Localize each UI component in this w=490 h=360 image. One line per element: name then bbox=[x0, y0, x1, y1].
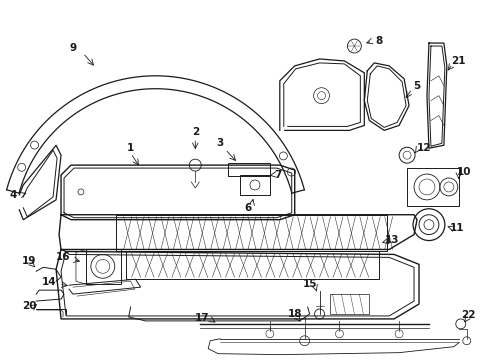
Bar bbox=[116, 215, 387, 251]
Bar bbox=[86, 249, 121, 284]
Text: 4: 4 bbox=[10, 190, 17, 200]
Text: 1: 1 bbox=[127, 143, 134, 153]
Text: 21: 21 bbox=[451, 56, 466, 66]
Bar bbox=[228, 163, 270, 176]
Text: 9: 9 bbox=[70, 43, 76, 53]
Text: 16: 16 bbox=[56, 252, 70, 262]
Bar bbox=[125, 251, 379, 279]
Text: 5: 5 bbox=[414, 81, 420, 91]
Text: 20: 20 bbox=[22, 301, 36, 311]
Text: 15: 15 bbox=[302, 279, 317, 289]
Text: 14: 14 bbox=[42, 277, 56, 287]
Text: 12: 12 bbox=[416, 143, 431, 153]
Text: 19: 19 bbox=[22, 256, 36, 266]
Text: 7: 7 bbox=[274, 170, 281, 180]
Bar bbox=[240, 175, 270, 195]
Text: 3: 3 bbox=[217, 138, 224, 148]
Bar bbox=[329, 294, 369, 314]
Text: 22: 22 bbox=[462, 310, 476, 320]
Text: 10: 10 bbox=[457, 167, 471, 177]
Text: 11: 11 bbox=[449, 222, 464, 233]
Text: 13: 13 bbox=[385, 234, 399, 244]
Bar bbox=[407, 168, 459, 206]
Text: 17: 17 bbox=[195, 313, 210, 323]
Text: 2: 2 bbox=[192, 127, 199, 138]
Text: 8: 8 bbox=[376, 36, 383, 46]
Text: 18: 18 bbox=[288, 309, 302, 319]
Text: 6: 6 bbox=[245, 203, 251, 213]
